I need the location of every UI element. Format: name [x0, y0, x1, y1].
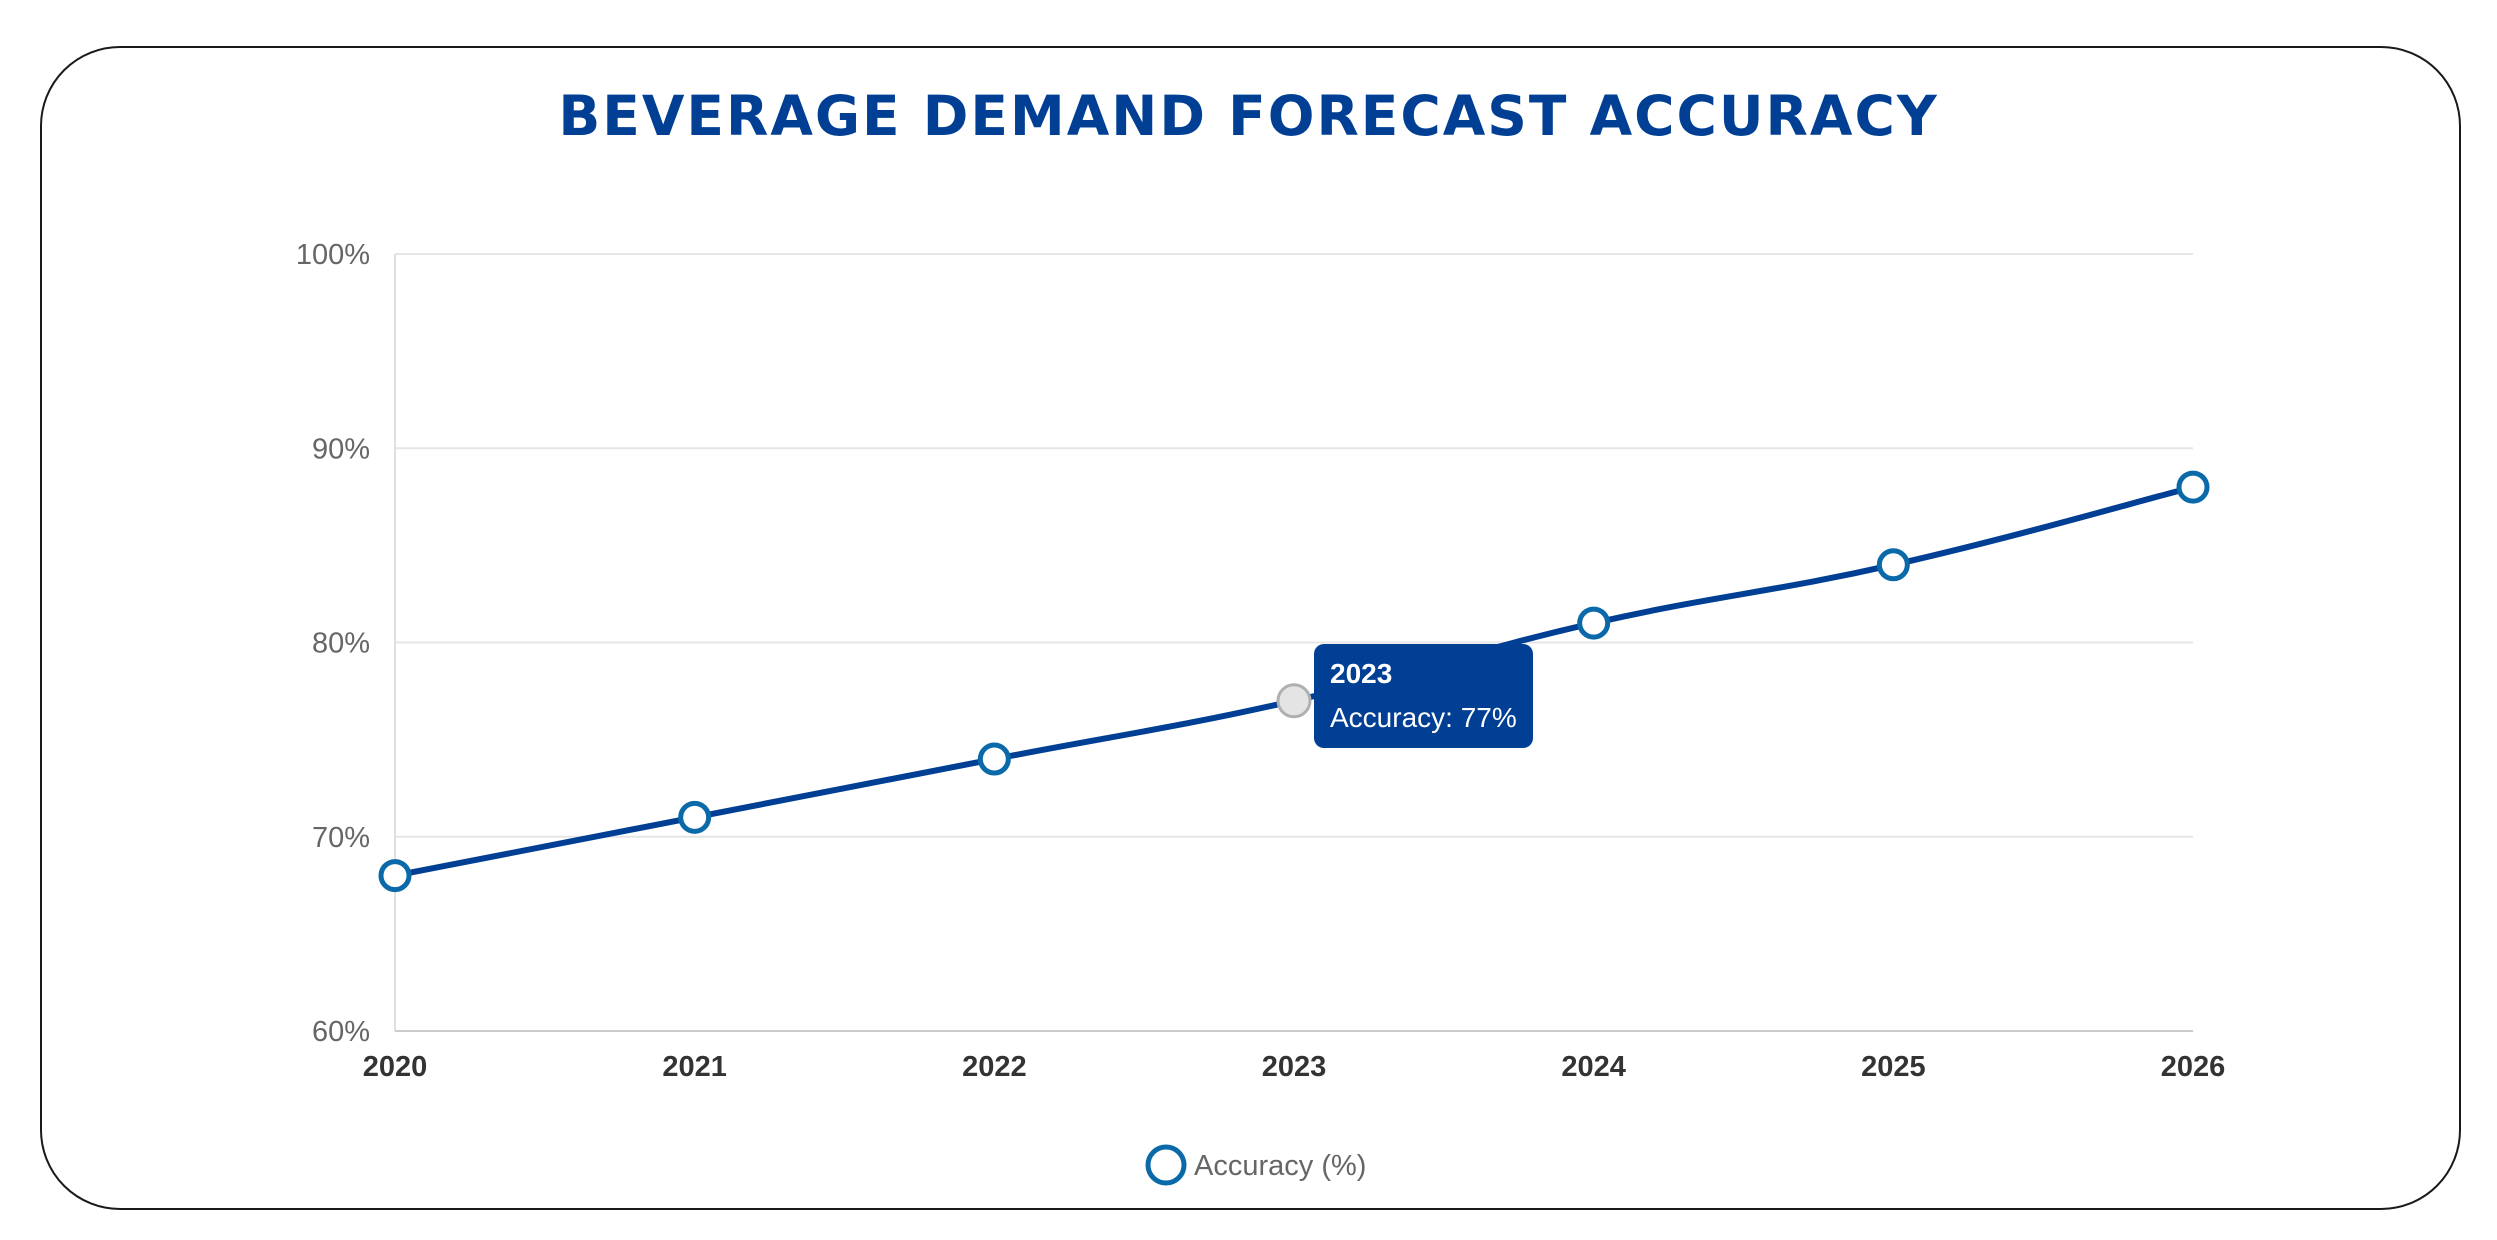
x-tick-label: 2022: [962, 1051, 1027, 1083]
x-tick-label: 2026: [2161, 1051, 2226, 1083]
data-point[interactable]: [1577, 606, 1611, 640]
x-axis: 2020 2021 2022 2023 2024 2025 2026: [363, 1051, 2226, 1083]
legend[interactable]: Accuracy (%): [1145, 1144, 1366, 1186]
series-line: [394, 484, 2194, 879]
legend-label[interactable]: Accuracy (%): [1194, 1150, 1366, 1182]
y-tick-label: 90%: [312, 433, 370, 465]
y-tick-label: 60%: [312, 1016, 370, 1048]
data-point[interactable]: [977, 742, 1011, 776]
y-tick-label: 70%: [312, 822, 370, 854]
x-tick-label: 2020: [363, 1051, 428, 1083]
x-tick-label: 2023: [1262, 1051, 1327, 1083]
x-tick-label: 2025: [1861, 1051, 1926, 1083]
x-tick-label: 2024: [1561, 1051, 1626, 1083]
x-tick-label: 2021: [662, 1051, 727, 1083]
y-tick-label: 100%: [296, 239, 370, 271]
data-point[interactable]: [2176, 470, 2210, 504]
data-point[interactable]: [1276, 683, 1312, 719]
gridlines: [394, 253, 2193, 1032]
series-accuracy: [378, 470, 2210, 893]
data-point[interactable]: [378, 859, 412, 893]
data-point[interactable]: [1876, 548, 1910, 582]
chart-title: BEVERAGE DEMAND FORECAST ACCURACY: [558, 84, 1939, 148]
chart-card: [40, 46, 2461, 1210]
data-point[interactable]: [678, 800, 712, 834]
tooltip-title: 2023: [1330, 657, 1393, 689]
tooltip-value: Accuracy: 77%: [1330, 701, 1517, 733]
y-axis: 60% 70% 80% 90% 100%: [296, 239, 370, 1048]
legend-marker[interactable]: [1145, 1144, 1187, 1186]
y-tick-label: 80%: [312, 628, 370, 660]
tooltip: 2023 Accuracy: 77%: [1314, 643, 1533, 748]
